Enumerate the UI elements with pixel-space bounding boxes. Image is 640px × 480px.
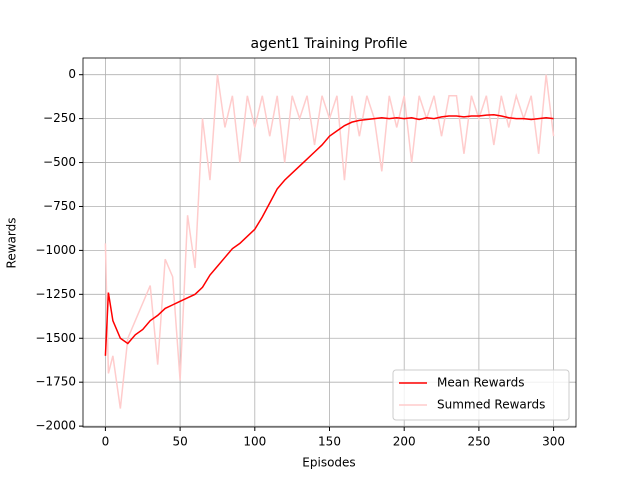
y-tick-label: −750: [43, 199, 76, 213]
y-tick-label: −2000: [35, 419, 76, 433]
chart-title: agent1 Training Profile: [250, 36, 407, 52]
plot-frame: [82, 57, 577, 428]
x-axis-label: Episodes: [302, 456, 355, 470]
y-axis-label: Rewards: [5, 218, 19, 269]
legend-label: Summed Rewards: [437, 398, 545, 412]
y-tick-label: 0: [68, 67, 76, 81]
legend-label: Mean Rewards: [437, 376, 524, 390]
x-tick-label: 50: [172, 435, 187, 449]
x-tick-label: 250: [467, 435, 490, 449]
y-tick-label: −1000: [35, 243, 76, 257]
x-tick-label: 0: [102, 435, 110, 449]
series-line: [104, 114, 554, 356]
x-tick-label: 100: [243, 435, 266, 449]
legend-box: [392, 369, 570, 421]
series-line: [104, 74, 555, 409]
x-tick-label: 150: [318, 435, 341, 449]
y-tick-label: −500: [43, 155, 76, 169]
y-tick-label: −1250: [35, 287, 76, 301]
y-tick-label: −250: [43, 111, 76, 125]
y-tick-label: −1750: [35, 375, 76, 389]
y-tick-label: −1500: [35, 331, 76, 345]
x-tick-label: 300: [542, 435, 565, 449]
x-tick-label: 200: [393, 435, 416, 449]
